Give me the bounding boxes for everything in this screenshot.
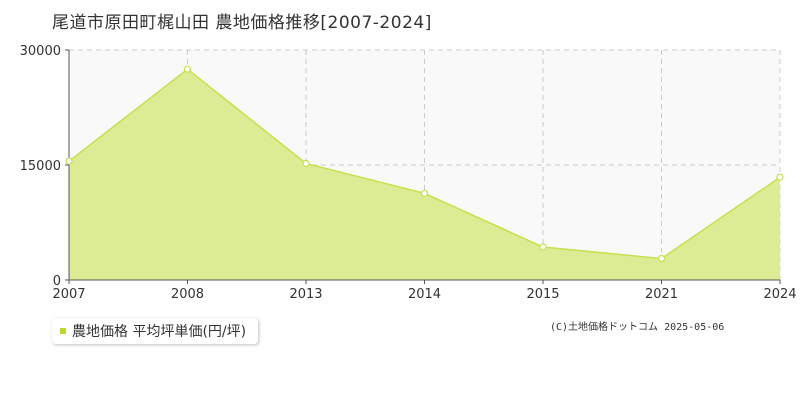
x-tick-label-2013: 2013 <box>289 287 322 302</box>
x-tick-label-2015: 2015 <box>526 287 559 302</box>
data-point-2007 <box>65 157 73 165</box>
data-point-2024 <box>776 173 784 181</box>
legend-swatch <box>60 328 66 334</box>
y-tick-label-15000: 15000 <box>20 159 61 174</box>
legend-label: 農地価格 平均坪単価(円/坪) <box>72 324 247 340</box>
legend: 農地価格 平均坪単価(円/坪) <box>52 318 259 344</box>
chart-title: 尾道市原田町梶山田 農地価格推移[2007-2024] <box>52 13 432 33</box>
y-tick-labels: 0 15000 30000 <box>20 44 61 289</box>
data-point-2021 <box>657 254 666 263</box>
axes <box>65 49 781 284</box>
x-tick-label-2008: 2008 <box>171 287 204 302</box>
y-tick-label-30000: 30000 <box>20 44 61 59</box>
x-tick-label-2007: 2007 <box>52 287 85 302</box>
x-tick-labels: 2007 2008 2013 2014 2015 2021 2024 <box>52 287 796 302</box>
x-tick-label-2024: 2024 <box>763 287 796 302</box>
data-point-2008 <box>183 65 192 73</box>
data-point-2015 <box>539 243 547 251</box>
series-area <box>69 69 780 281</box>
x-tick-label-2021: 2021 <box>645 287 678 302</box>
copyright-text: (C)土地価格ドットコム 2025-05-06 <box>550 322 725 333</box>
data-points <box>65 65 784 263</box>
y-tick-label-0: 0 <box>53 274 61 289</box>
data-point-2014 <box>420 189 429 197</box>
x-tick-label-2014: 2014 <box>408 287 441 302</box>
data-point-2013 <box>302 159 310 168</box>
